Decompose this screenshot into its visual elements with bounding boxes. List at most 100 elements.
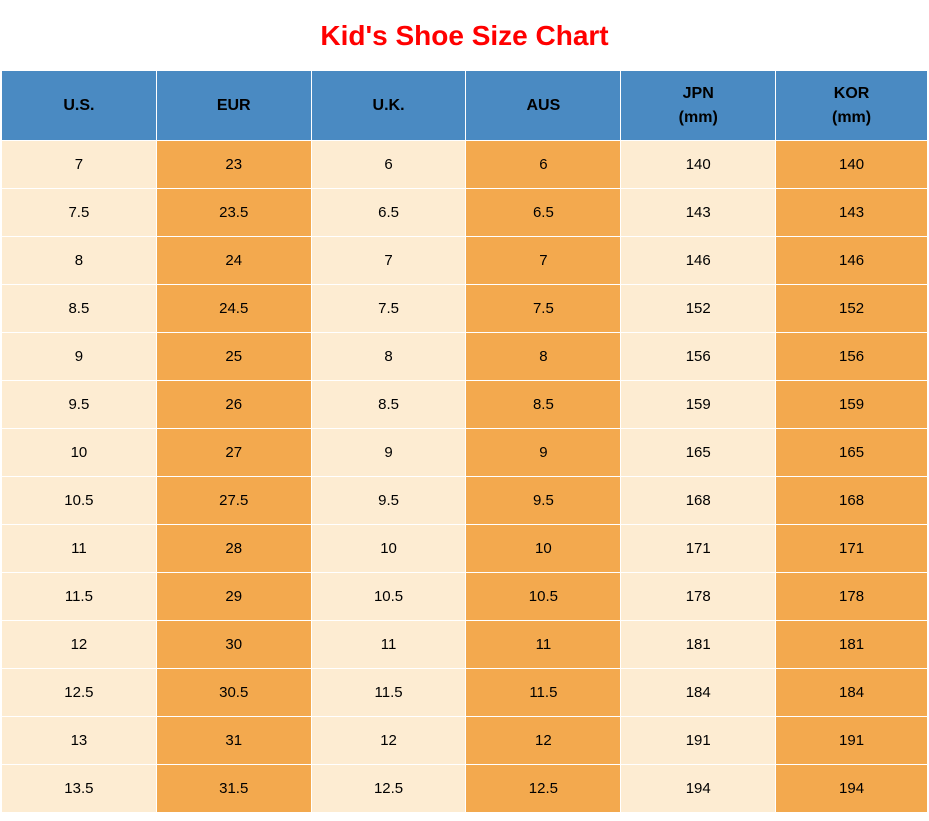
table-cell: 12.5	[311, 765, 466, 813]
table-cell: 156	[621, 333, 776, 381]
table-cell: 24.5	[156, 285, 311, 333]
table-header-cell: U.K.	[311, 71, 466, 141]
table-cell: 11.5	[311, 669, 466, 717]
table-cell: 10	[2, 429, 157, 477]
table-cell: 159	[776, 381, 928, 429]
table-cell: 10.5	[311, 573, 466, 621]
table-cell: 9.5	[466, 477, 621, 525]
table-cell: 165	[621, 429, 776, 477]
table-cell: 9	[466, 429, 621, 477]
table-cell: 168	[776, 477, 928, 525]
table-cell: 184	[621, 669, 776, 717]
table-cell: 7	[466, 237, 621, 285]
table-row: 7.523.56.56.5143143	[2, 189, 928, 237]
table-row: 82477146146	[2, 237, 928, 285]
table-header-cell: EUR	[156, 71, 311, 141]
table-cell: 181	[621, 621, 776, 669]
table-cell: 143	[621, 189, 776, 237]
table-cell: 165	[776, 429, 928, 477]
table-header-cell: KOR(mm)	[776, 71, 928, 141]
table-cell: 8.5	[311, 381, 466, 429]
table-cell: 6.5	[466, 189, 621, 237]
table-cell: 12	[2, 621, 157, 669]
table-cell: 12.5	[466, 765, 621, 813]
table-row: 8.524.57.57.5152152	[2, 285, 928, 333]
table-row: 72366140140	[2, 141, 928, 189]
table-cell: 146	[621, 237, 776, 285]
table-cell: 13.5	[2, 765, 157, 813]
table-cell: 9	[311, 429, 466, 477]
table-cell: 194	[621, 765, 776, 813]
table-cell: 8	[466, 333, 621, 381]
table-cell: 23	[156, 141, 311, 189]
table-cell: 26	[156, 381, 311, 429]
table-row: 12.530.511.511.5184184	[2, 669, 928, 717]
table-cell: 191	[776, 717, 928, 765]
table-row: 92588156156	[2, 333, 928, 381]
table-cell: 8.5	[466, 381, 621, 429]
table-cell: 140	[776, 141, 928, 189]
table-cell: 143	[776, 189, 928, 237]
table-cell: 11	[311, 621, 466, 669]
table-cell: 12.5	[2, 669, 157, 717]
table-cell: 8	[311, 333, 466, 381]
table-cell: 156	[776, 333, 928, 381]
table-body: 723661401407.523.56.56.51431438247714614…	[2, 141, 928, 813]
table-cell: 28	[156, 525, 311, 573]
table-cell: 7.5	[311, 285, 466, 333]
table-cell: 7	[2, 141, 157, 189]
table-cell: 178	[776, 573, 928, 621]
table-cell: 27.5	[156, 477, 311, 525]
table-cell: 12	[311, 717, 466, 765]
table-cell: 140	[621, 141, 776, 189]
table-cell: 7	[311, 237, 466, 285]
table-cell: 30	[156, 621, 311, 669]
table-cell: 12	[466, 717, 621, 765]
table-header-cell: U.S.	[2, 71, 157, 141]
table-cell: 11.5	[2, 573, 157, 621]
page-title: Kid's Shoe Size Chart	[0, 0, 929, 70]
table-cell: 146	[776, 237, 928, 285]
table-cell: 152	[776, 285, 928, 333]
table-cell: 168	[621, 477, 776, 525]
table-cell: 25	[156, 333, 311, 381]
table-cell: 194	[776, 765, 928, 813]
table-cell: 10.5	[2, 477, 157, 525]
table-cell: 31	[156, 717, 311, 765]
table-cell: 6	[311, 141, 466, 189]
table-header-cell: JPN(mm)	[621, 71, 776, 141]
table-cell: 6	[466, 141, 621, 189]
table-cell: 8	[2, 237, 157, 285]
table-row: 13311212191191	[2, 717, 928, 765]
table-cell: 11	[2, 525, 157, 573]
table-row: 10.527.59.59.5168168	[2, 477, 928, 525]
table-cell: 171	[621, 525, 776, 573]
table-cell: 11.5	[466, 669, 621, 717]
table-cell: 10	[311, 525, 466, 573]
table-cell: 7.5	[466, 285, 621, 333]
table-cell: 8.5	[2, 285, 157, 333]
table-cell: 10.5	[466, 573, 621, 621]
table-cell: 159	[621, 381, 776, 429]
table-row: 11281010171171	[2, 525, 928, 573]
table-cell: 178	[621, 573, 776, 621]
table-header-row: U.S.EURU.K.AUSJPN(mm)KOR(mm)	[2, 71, 928, 141]
table-row: 12301111181181	[2, 621, 928, 669]
table-cell: 9.5	[311, 477, 466, 525]
table-cell: 191	[621, 717, 776, 765]
table-cell: 27	[156, 429, 311, 477]
table-header-cell: AUS	[466, 71, 621, 141]
table-cell: 152	[621, 285, 776, 333]
table-cell: 24	[156, 237, 311, 285]
table-cell: 171	[776, 525, 928, 573]
table-cell: 31.5	[156, 765, 311, 813]
table-row: 9.5268.58.5159159	[2, 381, 928, 429]
table-row: 11.52910.510.5178178	[2, 573, 928, 621]
table-cell: 13	[2, 717, 157, 765]
table-cell: 9.5	[2, 381, 157, 429]
table-cell: 9	[2, 333, 157, 381]
table-row: 102799165165	[2, 429, 928, 477]
size-chart-table: U.S.EURU.K.AUSJPN(mm)KOR(mm) 72366140140…	[1, 70, 928, 813]
table-cell: 6.5	[311, 189, 466, 237]
table-row: 13.531.512.512.5194194	[2, 765, 928, 813]
